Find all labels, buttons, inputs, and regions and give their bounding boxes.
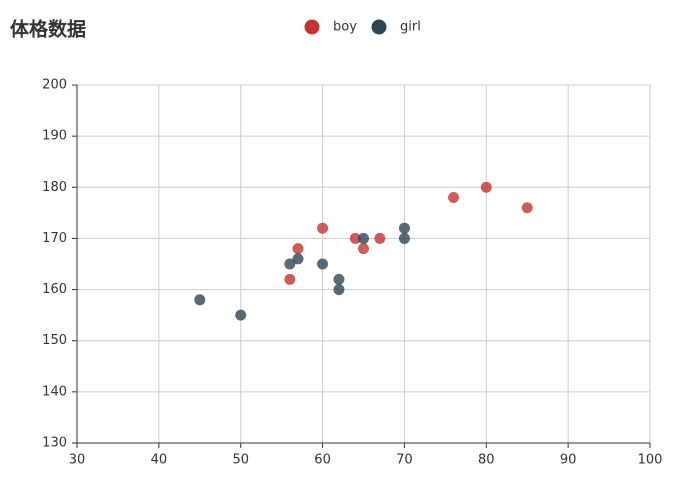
point — [358, 232, 369, 244]
point — [235, 309, 247, 321]
point — [349, 232, 361, 244]
y-tick-label: 200 — [42, 78, 67, 93]
point — [194, 294, 206, 306]
point — [374, 232, 386, 244]
point — [521, 202, 533, 214]
y-tick-label: 180 — [42, 180, 67, 195]
point — [317, 258, 329, 270]
legend-marker — [304, 19, 320, 35]
x-tick-label: 70 — [396, 453, 413, 468]
point — [398, 222, 410, 234]
y-tick-label: 140 — [42, 384, 67, 399]
y-tick-label: 160 — [42, 282, 67, 297]
point — [480, 181, 492, 193]
chart-title: 体格数据 — [10, 18, 86, 41]
point — [398, 232, 410, 244]
x-tick-label: 90 — [560, 453, 577, 468]
point — [333, 284, 345, 296]
point — [333, 273, 345, 285]
point — [284, 273, 296, 285]
x-tick-label: 30 — [69, 453, 86, 468]
x-tick-label: 60 — [314, 453, 331, 468]
point — [292, 243, 304, 255]
y-tick-label: 170 — [42, 231, 67, 246]
y-tick-label: 130 — [42, 436, 67, 451]
y-tick-label: 190 — [42, 129, 67, 144]
point — [358, 243, 369, 255]
point — [284, 258, 296, 270]
legend-marker — [371, 19, 387, 35]
x-tick-label: 50 — [232, 453, 249, 468]
y-tick-label: 150 — [42, 333, 67, 348]
x-tick-label: 80 — [478, 453, 495, 468]
point — [448, 192, 460, 204]
legend-label: girl — [400, 20, 421, 35]
point — [292, 253, 304, 265]
legend-label: boy — [333, 20, 357, 35]
x-tick-label: 100 — [638, 453, 663, 468]
point — [317, 222, 329, 234]
x-tick-label: 40 — [151, 453, 168, 468]
